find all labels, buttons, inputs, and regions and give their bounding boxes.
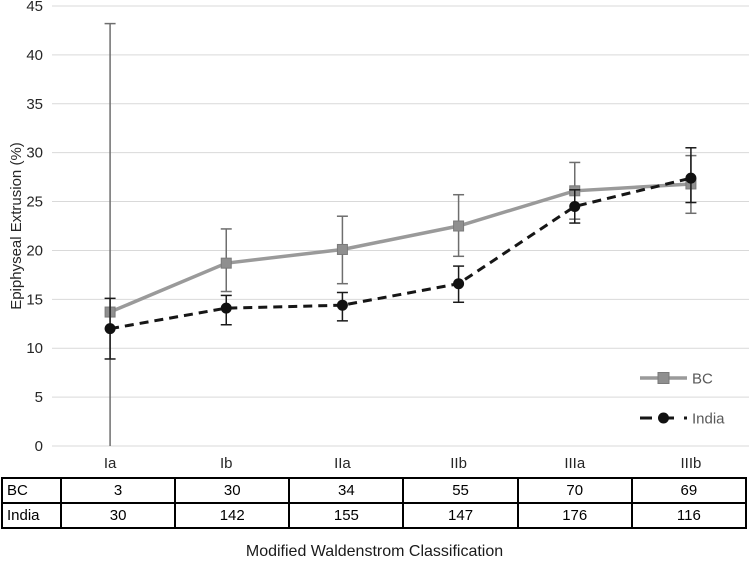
table-row-label: India	[1, 502, 62, 529]
legend-label: India	[692, 411, 725, 428]
series-line-bc	[109, 182, 692, 314]
y-tick-label: 30	[26, 145, 43, 162]
y-tick-label: 25	[26, 194, 43, 211]
table-cell: 55	[402, 477, 519, 504]
table-row: BC 3 30 34 55 70 69	[1, 477, 748, 504]
table-cell: 142	[174, 502, 291, 529]
square-marker	[453, 220, 465, 232]
table-cell: 30	[174, 477, 291, 504]
legend-circle-marker	[658, 412, 669, 424]
y-tick-label: 45	[26, 0, 43, 15]
circle-marker	[104, 323, 116, 335]
x-axis-title: Modified Waldenstrom Classification	[245, 543, 504, 560]
y-tick-label: 0	[35, 438, 43, 455]
table-cell: 30	[59, 502, 177, 529]
square-marker	[336, 243, 348, 255]
x-tick-label: IIb	[450, 455, 467, 472]
circle-marker	[569, 200, 581, 212]
x-tick-label: Ib	[220, 455, 233, 472]
table-cell: 155	[288, 502, 405, 529]
line-chart: 0 5 10 15 20 25 30 35 40 45 Ia Ib IIa IIb IIIa IIIb BC In…	[26, 0, 749, 472]
circle-marker	[685, 172, 697, 184]
circle-marker	[336, 299, 348, 311]
table-cell: 34	[288, 477, 405, 504]
table-cell: 147	[402, 502, 519, 529]
table-row: India 30 142 155 147 176 116	[1, 502, 748, 529]
y-tick-label: 10	[26, 340, 43, 357]
circle-marker	[220, 302, 232, 314]
circle-marker	[453, 278, 465, 290]
x-tick-label: IIIb	[680, 455, 701, 472]
y-tick-label: 20	[26, 242, 43, 259]
x-tick-label: Ia	[104, 455, 117, 472]
legend-label: BC	[692, 371, 713, 388]
table-cell: 3	[59, 477, 177, 504]
x-tick-label: IIIa	[564, 455, 586, 472]
table-cell: 116	[630, 502, 748, 529]
y-tick-label: 40	[26, 47, 43, 64]
y-tick-label: 5	[35, 389, 43, 406]
y-tick-label: 15	[26, 291, 43, 308]
square-marker	[220, 257, 232, 269]
x-tick-label: IIa	[334, 455, 351, 472]
table-cell: 176	[516, 502, 633, 529]
table-cell: 69	[630, 477, 748, 504]
table-cell: 70	[516, 477, 633, 504]
series-line-india	[109, 176, 692, 331]
data-table: BC 3 30 34 55 70 69 India 30 142 155 147…	[1, 477, 748, 529]
table-row-label: BC	[1, 477, 62, 504]
y-tick-label: 35	[26, 96, 43, 113]
legend-square-marker	[657, 372, 670, 384]
